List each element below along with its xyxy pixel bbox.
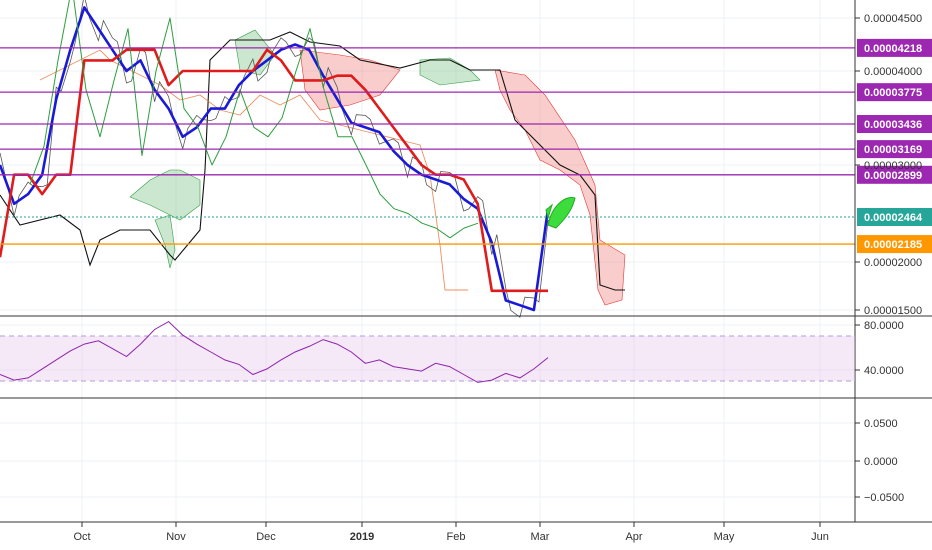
price-tick-label: 0.00004000	[864, 66, 922, 78]
time-tick-label: Apr	[625, 531, 642, 543]
price-level-badge	[857, 38, 932, 57]
price-trace	[0, 0, 554, 318]
price-level-badge	[857, 207, 932, 226]
kijun-line	[0, 48, 548, 293]
time-tick-label: Feb	[447, 531, 466, 543]
rsi-band	[0, 336, 855, 381]
rocket-annotation	[545, 196, 576, 229]
price-level-badge	[857, 235, 932, 254]
price-tick-label: 0.00002000	[864, 257, 922, 269]
chikou-line	[29, 0, 479, 239]
osc-tick-label: −0.0500	[864, 492, 904, 504]
rsi-grid	[0, 316, 855, 398]
price-tick-label: 0.00001500	[864, 305, 922, 317]
price-level-label: 0.00002899	[864, 170, 922, 182]
price-level-badge	[857, 115, 932, 134]
rsi-line	[0, 320, 549, 383]
price-axis: 0.00004500 0.00004000 0.00003000 0.00002000…	[855, 13, 922, 317]
price-level-label: 0.00002464	[864, 212, 923, 224]
osc-tick-label: 0.0000	[864, 456, 898, 468]
price-level-label: 0.00003436	[864, 119, 922, 131]
cloud-bullish-2	[154, 214, 176, 269]
price-level-label: 0.00004218	[864, 43, 922, 55]
ichimoku-cloud	[129, 29, 626, 306]
time-tick-label: Dec	[256, 531, 276, 543]
price-level-badge	[857, 140, 932, 159]
series-lines	[0, 0, 550, 312]
price-level-badge	[857, 165, 932, 184]
time-axis: Oct Nov Dec 2019 Feb Mar Apr May Jun	[73, 522, 829, 543]
price-level-label: 0.00002185	[864, 239, 922, 251]
price-level-label: 0.00003169	[864, 144, 922, 156]
time-tick-label: Mar	[531, 531, 550, 543]
cloud-bullish-3	[234, 29, 276, 76]
time-tick-label: May	[714, 531, 735, 543]
cloud-bearish-1	[299, 49, 401, 111]
osc-grid	[0, 398, 855, 522]
rsi-axis: 80.0000 40.0000	[855, 320, 904, 377]
time-tick-label: Oct	[73, 531, 90, 543]
rsi-tick-label: 40.0000	[864, 365, 904, 377]
price-grid	[0, 0, 855, 316]
cloud-bullish-1	[129, 169, 201, 221]
time-tick-label: 2019	[350, 531, 374, 543]
senkou-orange-line	[39, 49, 468, 291]
cloud-bullish-4	[419, 57, 481, 86]
price-tick-label: 0.00004500	[864, 13, 922, 25]
price-tick-label: 0.00003000	[864, 160, 922, 172]
price-level-label: 0.00003775	[864, 87, 922, 99]
time-tick-label: Nov	[166, 531, 186, 543]
price-level-badge	[857, 83, 932, 102]
senkou-black-line	[0, 31, 625, 291]
price-levels: 0.00004218 0.00003775 0.00003436 0.00003169…	[0, 38, 932, 254]
osc-tick-label: 0.0500	[864, 418, 898, 430]
cloud-bearish-2	[494, 69, 626, 306]
osc-axis: 0.0500 0.0000 −0.0500	[855, 418, 904, 504]
rsi-tick-label: 80.0000	[864, 320, 904, 332]
time-tick-label: Jun	[811, 531, 829, 543]
